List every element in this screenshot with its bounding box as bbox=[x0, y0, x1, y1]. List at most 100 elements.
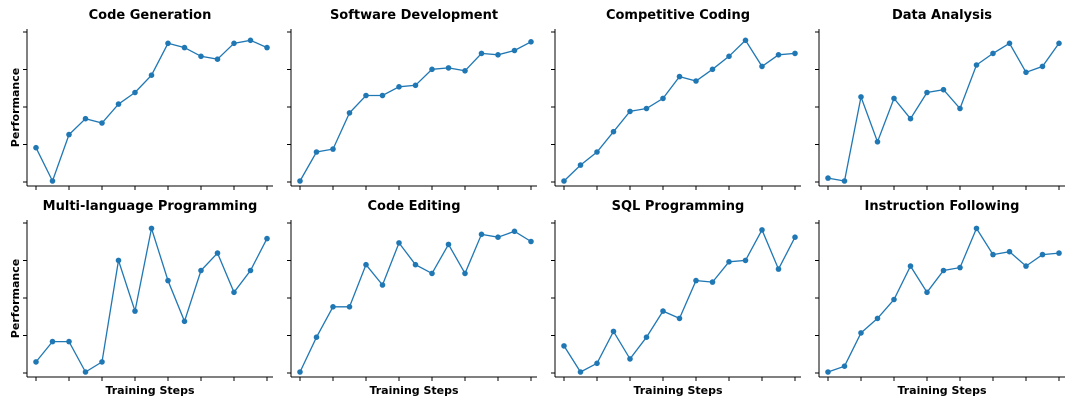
series-line bbox=[827, 42, 1060, 182]
data-point bbox=[874, 315, 881, 322]
subplot-5: Multi-language Programming Performance Tra… bbox=[9, 199, 273, 397]
data-point bbox=[792, 234, 798, 240]
data-point bbox=[165, 277, 171, 284]
subplot-title: Instruction Following bbox=[865, 199, 1020, 214]
data-point bbox=[907, 263, 914, 269]
y-axis-label: Performance bbox=[9, 68, 22, 147]
subplot-title: Competitive Coding bbox=[606, 8, 750, 23]
data-point bbox=[627, 356, 633, 362]
series-line bbox=[299, 230, 532, 373]
data-point bbox=[214, 56, 221, 62]
data-point bbox=[627, 108, 633, 115]
data-point bbox=[66, 338, 72, 345]
data-point bbox=[445, 65, 452, 71]
subplot-6: Code Editing Training Steps bbox=[287, 199, 537, 397]
data-point bbox=[858, 94, 864, 100]
data-point bbox=[379, 92, 386, 99]
data-point bbox=[759, 227, 765, 233]
data-point bbox=[495, 234, 501, 240]
data-point bbox=[396, 84, 402, 90]
subplot-7: SQL Programming Training Steps bbox=[551, 199, 801, 397]
data-point bbox=[247, 37, 254, 44]
data-point bbox=[610, 328, 617, 335]
data-point bbox=[379, 282, 386, 288]
data-point bbox=[907, 115, 914, 122]
data-point bbox=[775, 266, 782, 272]
subplot-title: Data Analysis bbox=[892, 8, 992, 23]
data-point bbox=[66, 131, 72, 138]
data-point bbox=[346, 304, 353, 310]
subplot-8: Instruction Following Training Steps bbox=[815, 199, 1065, 397]
data-point bbox=[198, 53, 204, 60]
data-point bbox=[709, 66, 716, 73]
data-point bbox=[478, 50, 485, 57]
data-point bbox=[742, 257, 749, 264]
data-point bbox=[132, 89, 138, 96]
data-point bbox=[891, 95, 897, 102]
data-point bbox=[495, 52, 501, 58]
data-point bbox=[511, 47, 518, 54]
data-point bbox=[148, 225, 155, 232]
data-point bbox=[231, 289, 237, 296]
data-point bbox=[874, 139, 881, 145]
data-point bbox=[247, 267, 254, 274]
data-point bbox=[313, 149, 320, 155]
data-point bbox=[643, 334, 650, 341]
data-point bbox=[643, 105, 650, 112]
data-point bbox=[841, 178, 848, 184]
data-point bbox=[561, 343, 567, 349]
data-point bbox=[115, 257, 122, 264]
x-axis-label: Training Steps bbox=[897, 384, 987, 397]
data-point bbox=[924, 89, 930, 96]
x-axis-label: Training Steps bbox=[105, 384, 195, 397]
series-line bbox=[35, 39, 268, 183]
data-point bbox=[990, 251, 996, 258]
data-point bbox=[297, 369, 303, 375]
data-point bbox=[792, 50, 798, 57]
data-point bbox=[297, 178, 303, 184]
data-point bbox=[528, 39, 534, 45]
data-point bbox=[693, 277, 699, 284]
data-point bbox=[742, 37, 749, 44]
series-line bbox=[35, 228, 268, 373]
data-point bbox=[825, 369, 831, 375]
data-point bbox=[363, 261, 369, 268]
data-point bbox=[346, 110, 353, 116]
data-point bbox=[363, 92, 369, 99]
subplot-title: Code Editing bbox=[368, 199, 461, 214]
data-point bbox=[313, 334, 320, 341]
data-point bbox=[412, 261, 419, 268]
subplot-4: Data Analysis bbox=[815, 8, 1065, 190]
data-point bbox=[577, 162, 584, 168]
data-point bbox=[462, 68, 468, 74]
data-point bbox=[660, 308, 666, 314]
data-point bbox=[1006, 40, 1013, 47]
data-point bbox=[1039, 251, 1046, 258]
data-point bbox=[511, 228, 518, 235]
data-point bbox=[940, 86, 947, 93]
data-point bbox=[462, 270, 468, 277]
data-point bbox=[924, 289, 930, 296]
data-point bbox=[99, 359, 105, 365]
data-point bbox=[841, 363, 848, 370]
data-point bbox=[33, 144, 39, 151]
x-axis-label: Training Steps bbox=[369, 384, 459, 397]
series-line bbox=[563, 39, 796, 182]
series-line bbox=[827, 226, 1060, 373]
data-point bbox=[148, 72, 155, 78]
data-point bbox=[709, 279, 716, 285]
series-line bbox=[299, 41, 532, 182]
data-point bbox=[610, 128, 617, 135]
data-point bbox=[973, 225, 980, 232]
subplot-title: Code Generation bbox=[89, 8, 212, 23]
data-point bbox=[1056, 250, 1062, 256]
data-point bbox=[940, 267, 947, 274]
data-point bbox=[82, 369, 89, 375]
data-point bbox=[231, 40, 237, 47]
data-point bbox=[132, 308, 138, 314]
subplot-title: Software Development bbox=[330, 8, 498, 23]
data-point bbox=[594, 149, 600, 155]
data-point bbox=[264, 44, 270, 51]
data-point bbox=[181, 44, 188, 51]
